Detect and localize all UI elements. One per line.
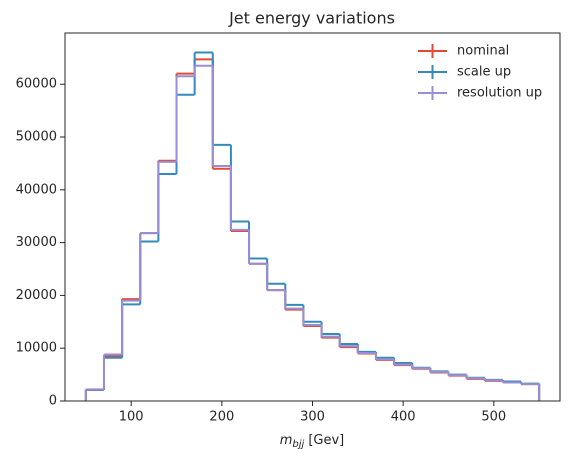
y-tick-label: 40000: [16, 182, 57, 197]
y-tick-label: 60000: [16, 77, 57, 92]
y-tick-label: 30000: [16, 235, 57, 250]
y-tick-label: 20000: [16, 288, 57, 303]
y-tick-label: 0: [49, 394, 57, 409]
x-label-subscript: bjj: [292, 439, 304, 450]
y-tick-label: 10000: [16, 341, 57, 356]
legend-label: nominal: [457, 44, 509, 59]
chart-title: Jet energy variations: [228, 9, 395, 28]
y-tick-label: 50000: [16, 130, 57, 145]
legend-label: resolution up: [457, 86, 542, 101]
x-tick-label: 100: [119, 410, 144, 425]
x-label-unit: [Gev]: [308, 433, 344, 448]
x-tick-label: 500: [481, 410, 506, 425]
x-tick-label: 200: [209, 410, 234, 425]
legend-label: scale up: [457, 65, 511, 80]
x-label-symbol: m: [280, 433, 293, 448]
x-axis-label: mbjj [Gev]: [280, 433, 345, 451]
x-tick-label: 300: [300, 410, 325, 425]
x-tick-label: 400: [391, 410, 416, 425]
